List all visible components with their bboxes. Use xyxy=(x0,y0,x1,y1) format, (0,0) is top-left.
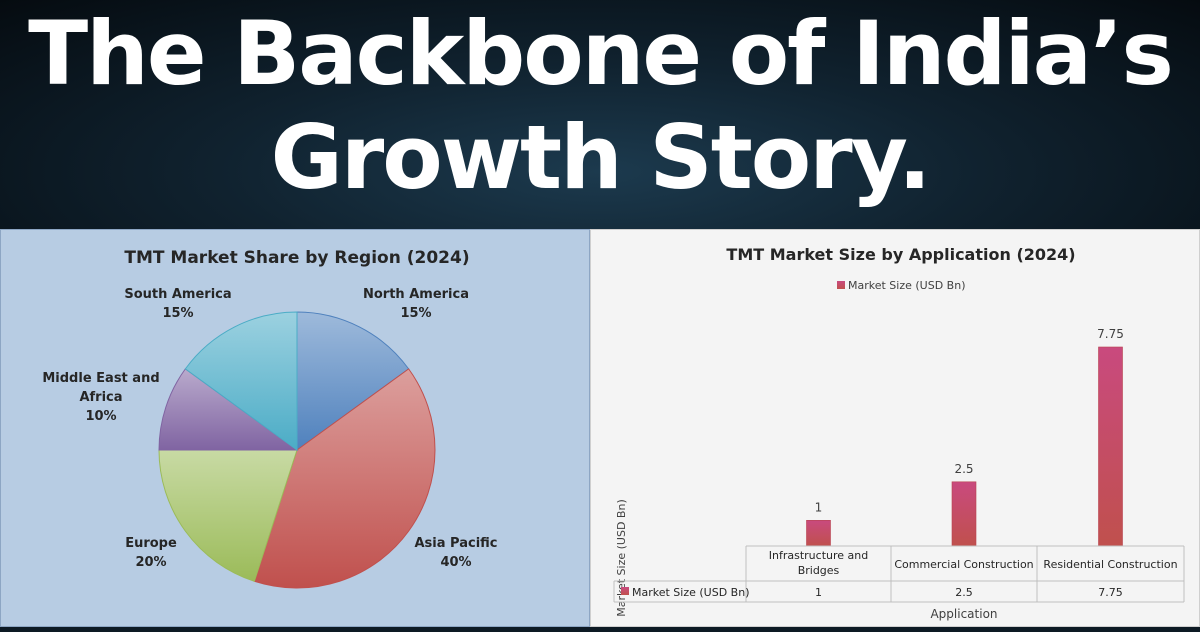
pie-chart-panel: TMT Market Share by Region (2024) North … xyxy=(0,229,590,627)
pie-label-north-america: North America 15% xyxy=(363,287,469,321)
bar-chart-legend: Market Size (USD Bn) xyxy=(837,279,966,292)
pie-slice-north-america xyxy=(296,311,410,451)
pie-label-asia-pacific: Asia Pacific 40% xyxy=(414,536,497,570)
y-axis-title: Market Size (USD Bn) xyxy=(615,499,628,617)
table-category-header: Infrastructure and Bridges xyxy=(769,549,868,577)
bar-chart-panel: TMT Market Size by Application (2024) Ma… xyxy=(590,229,1200,627)
table-series-name: Market Size (USD Bn) xyxy=(632,586,750,599)
legend-swatch xyxy=(837,281,845,289)
legend-label: Market Size (USD Bn) xyxy=(848,279,966,292)
table-category-header: Commercial Construction xyxy=(894,558,1033,571)
table-value-cell: 2.5 xyxy=(955,586,973,599)
pie-slice-south-america xyxy=(184,311,298,451)
bar-chart: TMT Market Size by Application (2024) Ma… xyxy=(613,245,1185,621)
bar-value-label: 2.5 xyxy=(954,462,973,476)
table-category-header: Residential Construction xyxy=(1043,558,1177,571)
table-value-cell: 7.75 xyxy=(1098,586,1123,599)
bar-chart-title: TMT Market Size by Application (2024) xyxy=(726,245,1075,264)
table-legend-swatch xyxy=(621,587,629,595)
bar-residential-construction xyxy=(1098,346,1123,547)
pie-slice-asia-pacific xyxy=(253,368,436,589)
pie-slice-middle-east-and-africa xyxy=(158,368,299,451)
pie-label-europe: Europe 20% xyxy=(125,536,177,570)
bar-value-label: 1 xyxy=(815,500,823,514)
pie-chart-title: TMT Market Share by Region (2024) xyxy=(124,248,469,268)
x-axis-title: Application xyxy=(930,607,997,621)
bar-infrastructure-and-bridges xyxy=(806,519,831,547)
pie-label-south-america: South America 15% xyxy=(124,287,231,321)
bar-value-label: 7.75 xyxy=(1097,327,1124,341)
headline-line-2: Growth Story. xyxy=(270,106,932,209)
pie-label-middle-east-and-africa: Middle East and Africa 10% xyxy=(42,371,159,424)
pie-slice-europe xyxy=(158,449,298,582)
headline-line-1: The Backbone of India’s xyxy=(28,2,1174,105)
headline-banner: The Backbone of India’s Growth Story. xyxy=(0,0,1200,229)
bar-commercial-construction xyxy=(951,481,977,547)
data-table: Infrastructure and Bridges Commercial Cons… xyxy=(613,545,1185,603)
pie-chart: TMT Market Share by Region (2024) North … xyxy=(42,248,498,589)
table-value-cell: 1 xyxy=(815,586,822,599)
